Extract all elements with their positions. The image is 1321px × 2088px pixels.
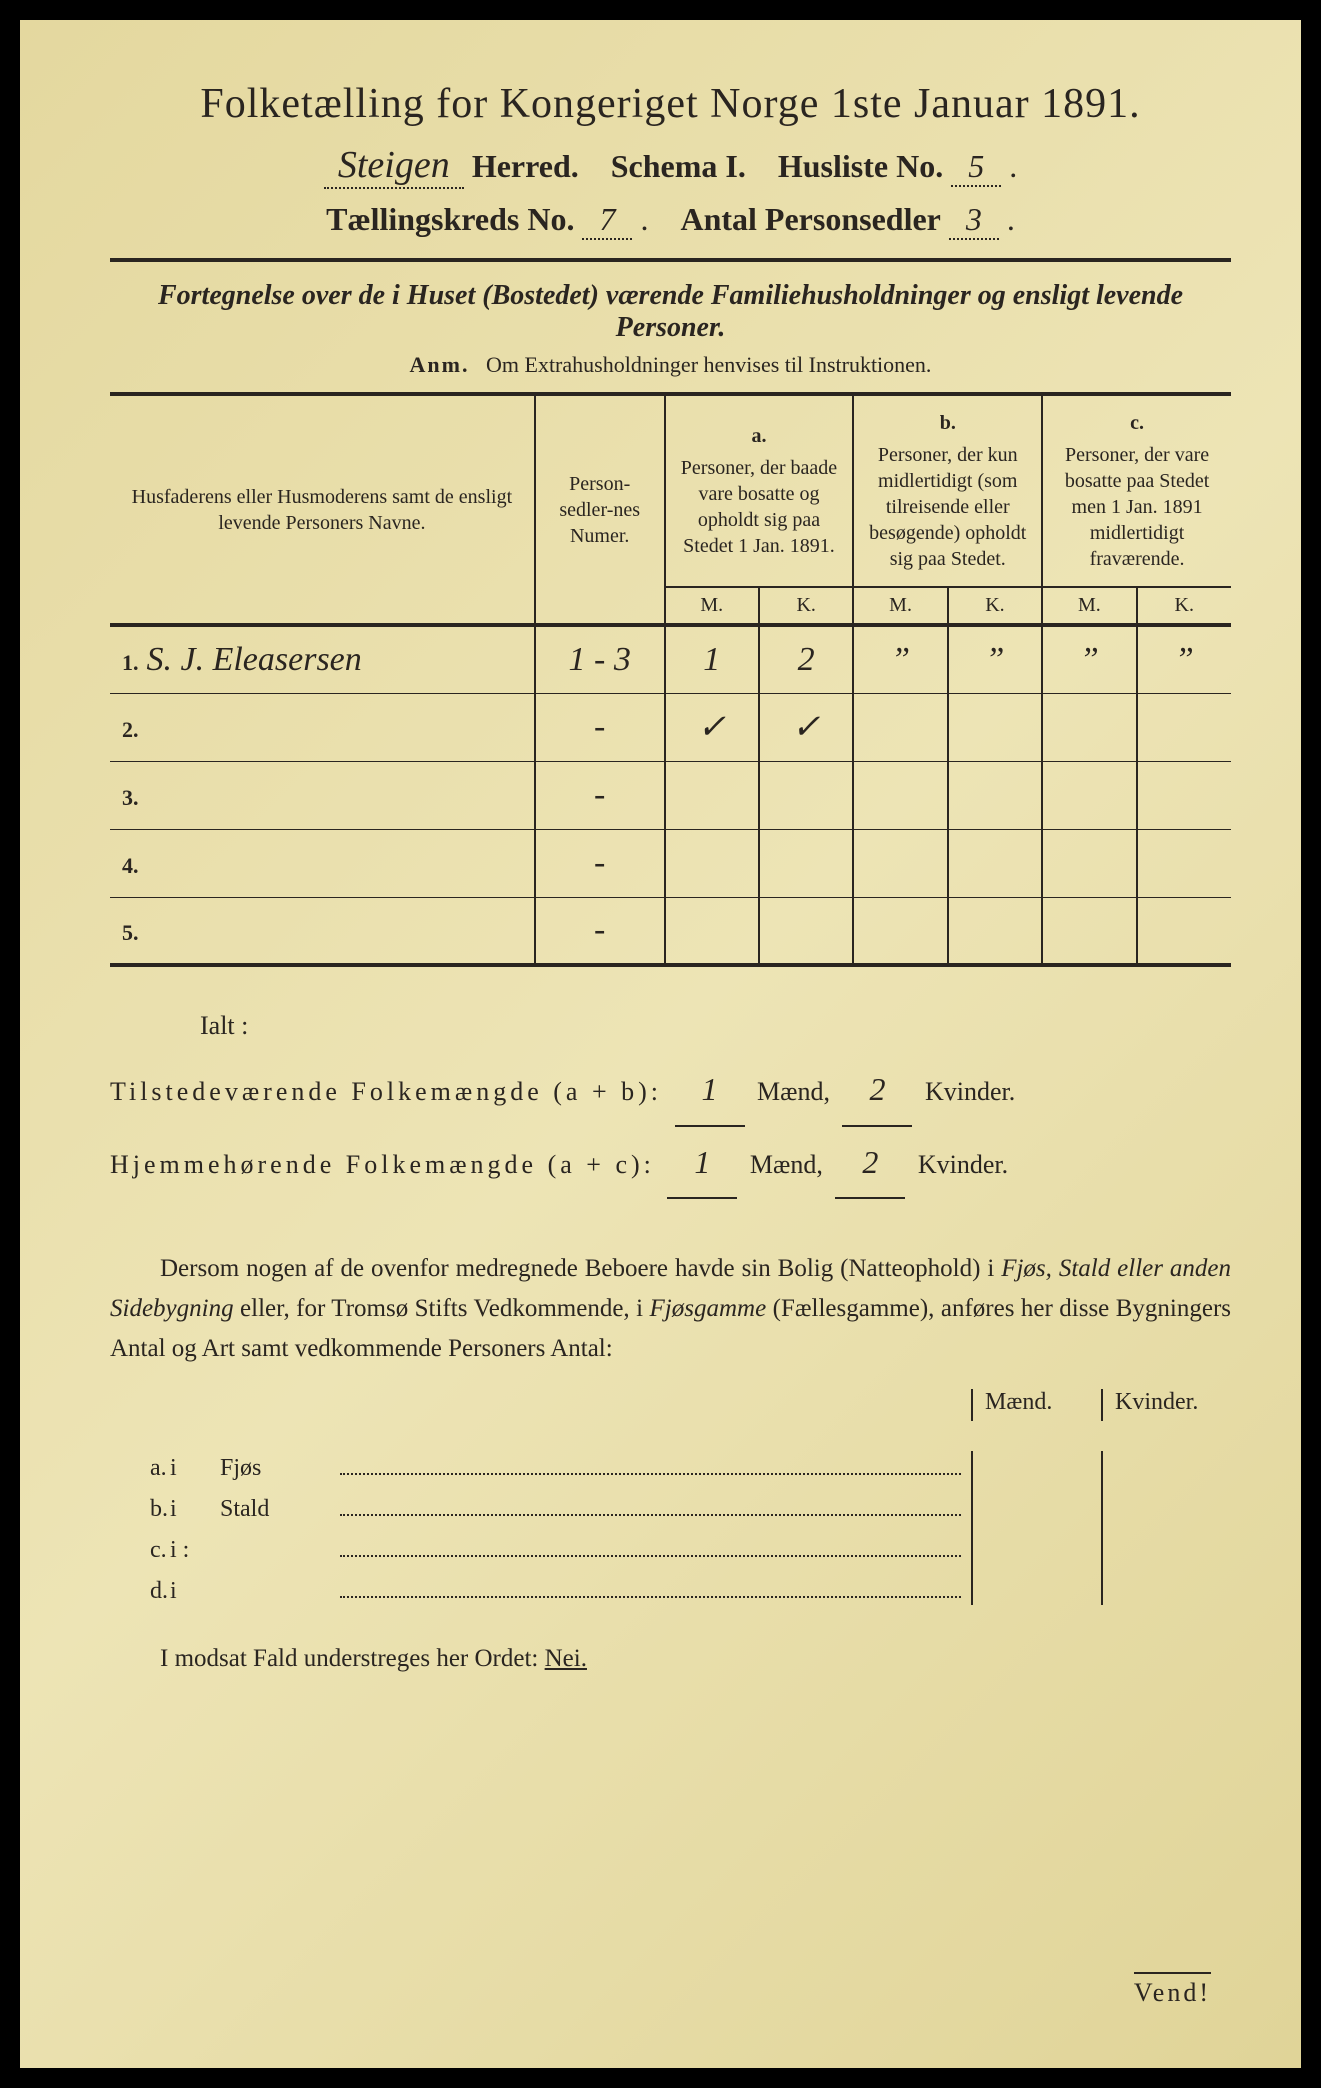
anm-text: Om Extrahusholdninger henvises til Instr…: [486, 352, 931, 377]
row-cm: ”: [1042, 625, 1136, 693]
row-name: 3.: [110, 761, 535, 829]
kreds-label: Tællingskreds No.: [326, 201, 574, 237]
row-bk: [948, 829, 1042, 897]
col-a: a. Personer, der baade vare bosatte og o…: [665, 394, 854, 587]
row-bm: [853, 829, 947, 897]
tilstede-row: Tilstedeværende Folkemængde (a + b): 1 M…: [110, 1054, 1231, 1126]
nei-word: Nei.: [545, 1645, 587, 1672]
building-list: a. i Fjøs b. i Stald c. i : d. i: [110, 1451, 1231, 1605]
row-am: 1: [665, 625, 759, 693]
row-am: [665, 761, 759, 829]
row-ck: [1137, 761, 1231, 829]
hjemme-row: Hjemmehørende Folkemængde (a + c): 1 Mæn…: [110, 1127, 1231, 1199]
kvinder-col-label: Kvinder.: [1101, 1389, 1231, 1421]
col-name: Husfaderens eller Husmoderens samt de en…: [110, 394, 535, 625]
row-bk: [948, 693, 1042, 761]
row-ck: [1137, 897, 1231, 965]
row-cm: [1042, 693, 1136, 761]
table-row: 5. -: [110, 897, 1231, 965]
kvinder-col: [1101, 1451, 1231, 1605]
row-bm: [853, 897, 947, 965]
maend-col: [971, 1451, 1101, 1605]
herred-label: Herred.: [472, 148, 579, 184]
header-line-1: Steigen Herred. Schema I. Husliste No. 5…: [110, 143, 1231, 189]
row-numer: -: [535, 761, 665, 829]
col-b-m: M.: [853, 587, 947, 625]
row-name: 5.: [110, 897, 535, 965]
kreds-value: 7: [582, 201, 632, 240]
col-a-k: K.: [759, 587, 853, 625]
row-ak: [759, 829, 853, 897]
summary-block: Ialt : Tilstedeværende Folkemængde (a + …: [110, 997, 1231, 1199]
row-ak: [759, 761, 853, 829]
anm-note: Anm. Om Extrahusholdninger henvises til …: [110, 352, 1231, 378]
schema-label: Schema I.: [611, 148, 746, 184]
row-cm: [1042, 829, 1136, 897]
tilstede-m: 1: [675, 1054, 745, 1126]
col-b: b. Personer, der kun midlertidigt (som t…: [853, 394, 1042, 587]
row-numer: -: [535, 693, 665, 761]
table-row: 1.S. J. Eleasersen 1 - 3 1 2 ” ” ” ”: [110, 625, 1231, 693]
row-am: ✓: [665, 693, 759, 761]
antal-value: 3: [949, 201, 999, 240]
row-bm: ”: [853, 625, 947, 693]
anm-label: Anm.: [410, 352, 470, 377]
row-numer: -: [535, 897, 665, 965]
table-row: 4. -: [110, 829, 1231, 897]
row-cm: [1042, 761, 1136, 829]
ialt-label: Ialt :: [200, 997, 1231, 1054]
census-form-page: Folketælling for Kongeriget Norge 1ste J…: [20, 20, 1301, 2068]
col-c-m: M.: [1042, 587, 1136, 625]
page-title: Folketælling for Kongeriget Norge 1ste J…: [110, 80, 1231, 128]
col-person-num: Person-sedler-nes Numer.: [535, 394, 665, 625]
row-bk: ”: [948, 625, 1042, 693]
row-am: [665, 897, 759, 965]
building-paragraph: Dersom nogen af de ovenfor medregnede Be…: [110, 1249, 1231, 1369]
header-line-2: Tællingskreds No. 7 . Antal Personsedler…: [110, 201, 1231, 240]
col-a-m: M.: [665, 587, 759, 625]
col-b-k: K.: [948, 587, 1042, 625]
hjemme-label: Hjemmehørende Folkemængde (a + c):: [110, 1136, 655, 1193]
household-table: Husfaderens eller Husmoderens samt de en…: [110, 392, 1231, 967]
herred-value: Steigen: [324, 143, 464, 189]
subtitle: Fortegnelse over de i Huset (Bostedet) v…: [110, 280, 1231, 344]
row-ck: [1137, 693, 1231, 761]
row-bm: [853, 761, 947, 829]
maend-col-label: Mænd.: [971, 1389, 1101, 1421]
tilstede-label: Tilstedeværende Folkemængde (a + b):: [110, 1063, 662, 1120]
nei-line: I modsat Fald understreges her Ordet: Ne…: [110, 1645, 1231, 1673]
antal-label: Antal Personsedler: [680, 201, 940, 237]
row-name: 1.S. J. Eleasersen: [110, 625, 535, 693]
row-bk: [948, 761, 1042, 829]
col-c-k: K.: [1137, 587, 1231, 625]
tilstede-k: 2: [842, 1054, 912, 1126]
row-bm: [853, 693, 947, 761]
hjemme-k: 2: [835, 1127, 905, 1199]
row-ck: [1137, 829, 1231, 897]
row-am: [665, 829, 759, 897]
mk-header: Mænd. Kvinder.: [110, 1389, 1231, 1421]
row-cm: [1042, 897, 1136, 965]
row-ak: ✓: [759, 693, 853, 761]
husliste-value: 5: [951, 148, 1001, 187]
table-row: 3. -: [110, 761, 1231, 829]
row-ak: [759, 897, 853, 965]
hjemme-m: 1: [667, 1127, 737, 1199]
row-bk: [948, 897, 1042, 965]
col-c: c. Personer, der vare bosatte paa Stedet…: [1042, 394, 1231, 587]
husliste-label: Husliste No.: [778, 148, 943, 184]
row-name: 2.: [110, 693, 535, 761]
row-numer: 1 - 3: [535, 625, 665, 693]
row-numer: -: [535, 829, 665, 897]
table-row: 2. - ✓ ✓: [110, 693, 1231, 761]
divider: [110, 258, 1231, 262]
row-ck: ”: [1137, 625, 1231, 693]
row-ak: 2: [759, 625, 853, 693]
vend-label: Vend!: [1134, 1972, 1211, 2008]
row-name: 4.: [110, 829, 535, 897]
